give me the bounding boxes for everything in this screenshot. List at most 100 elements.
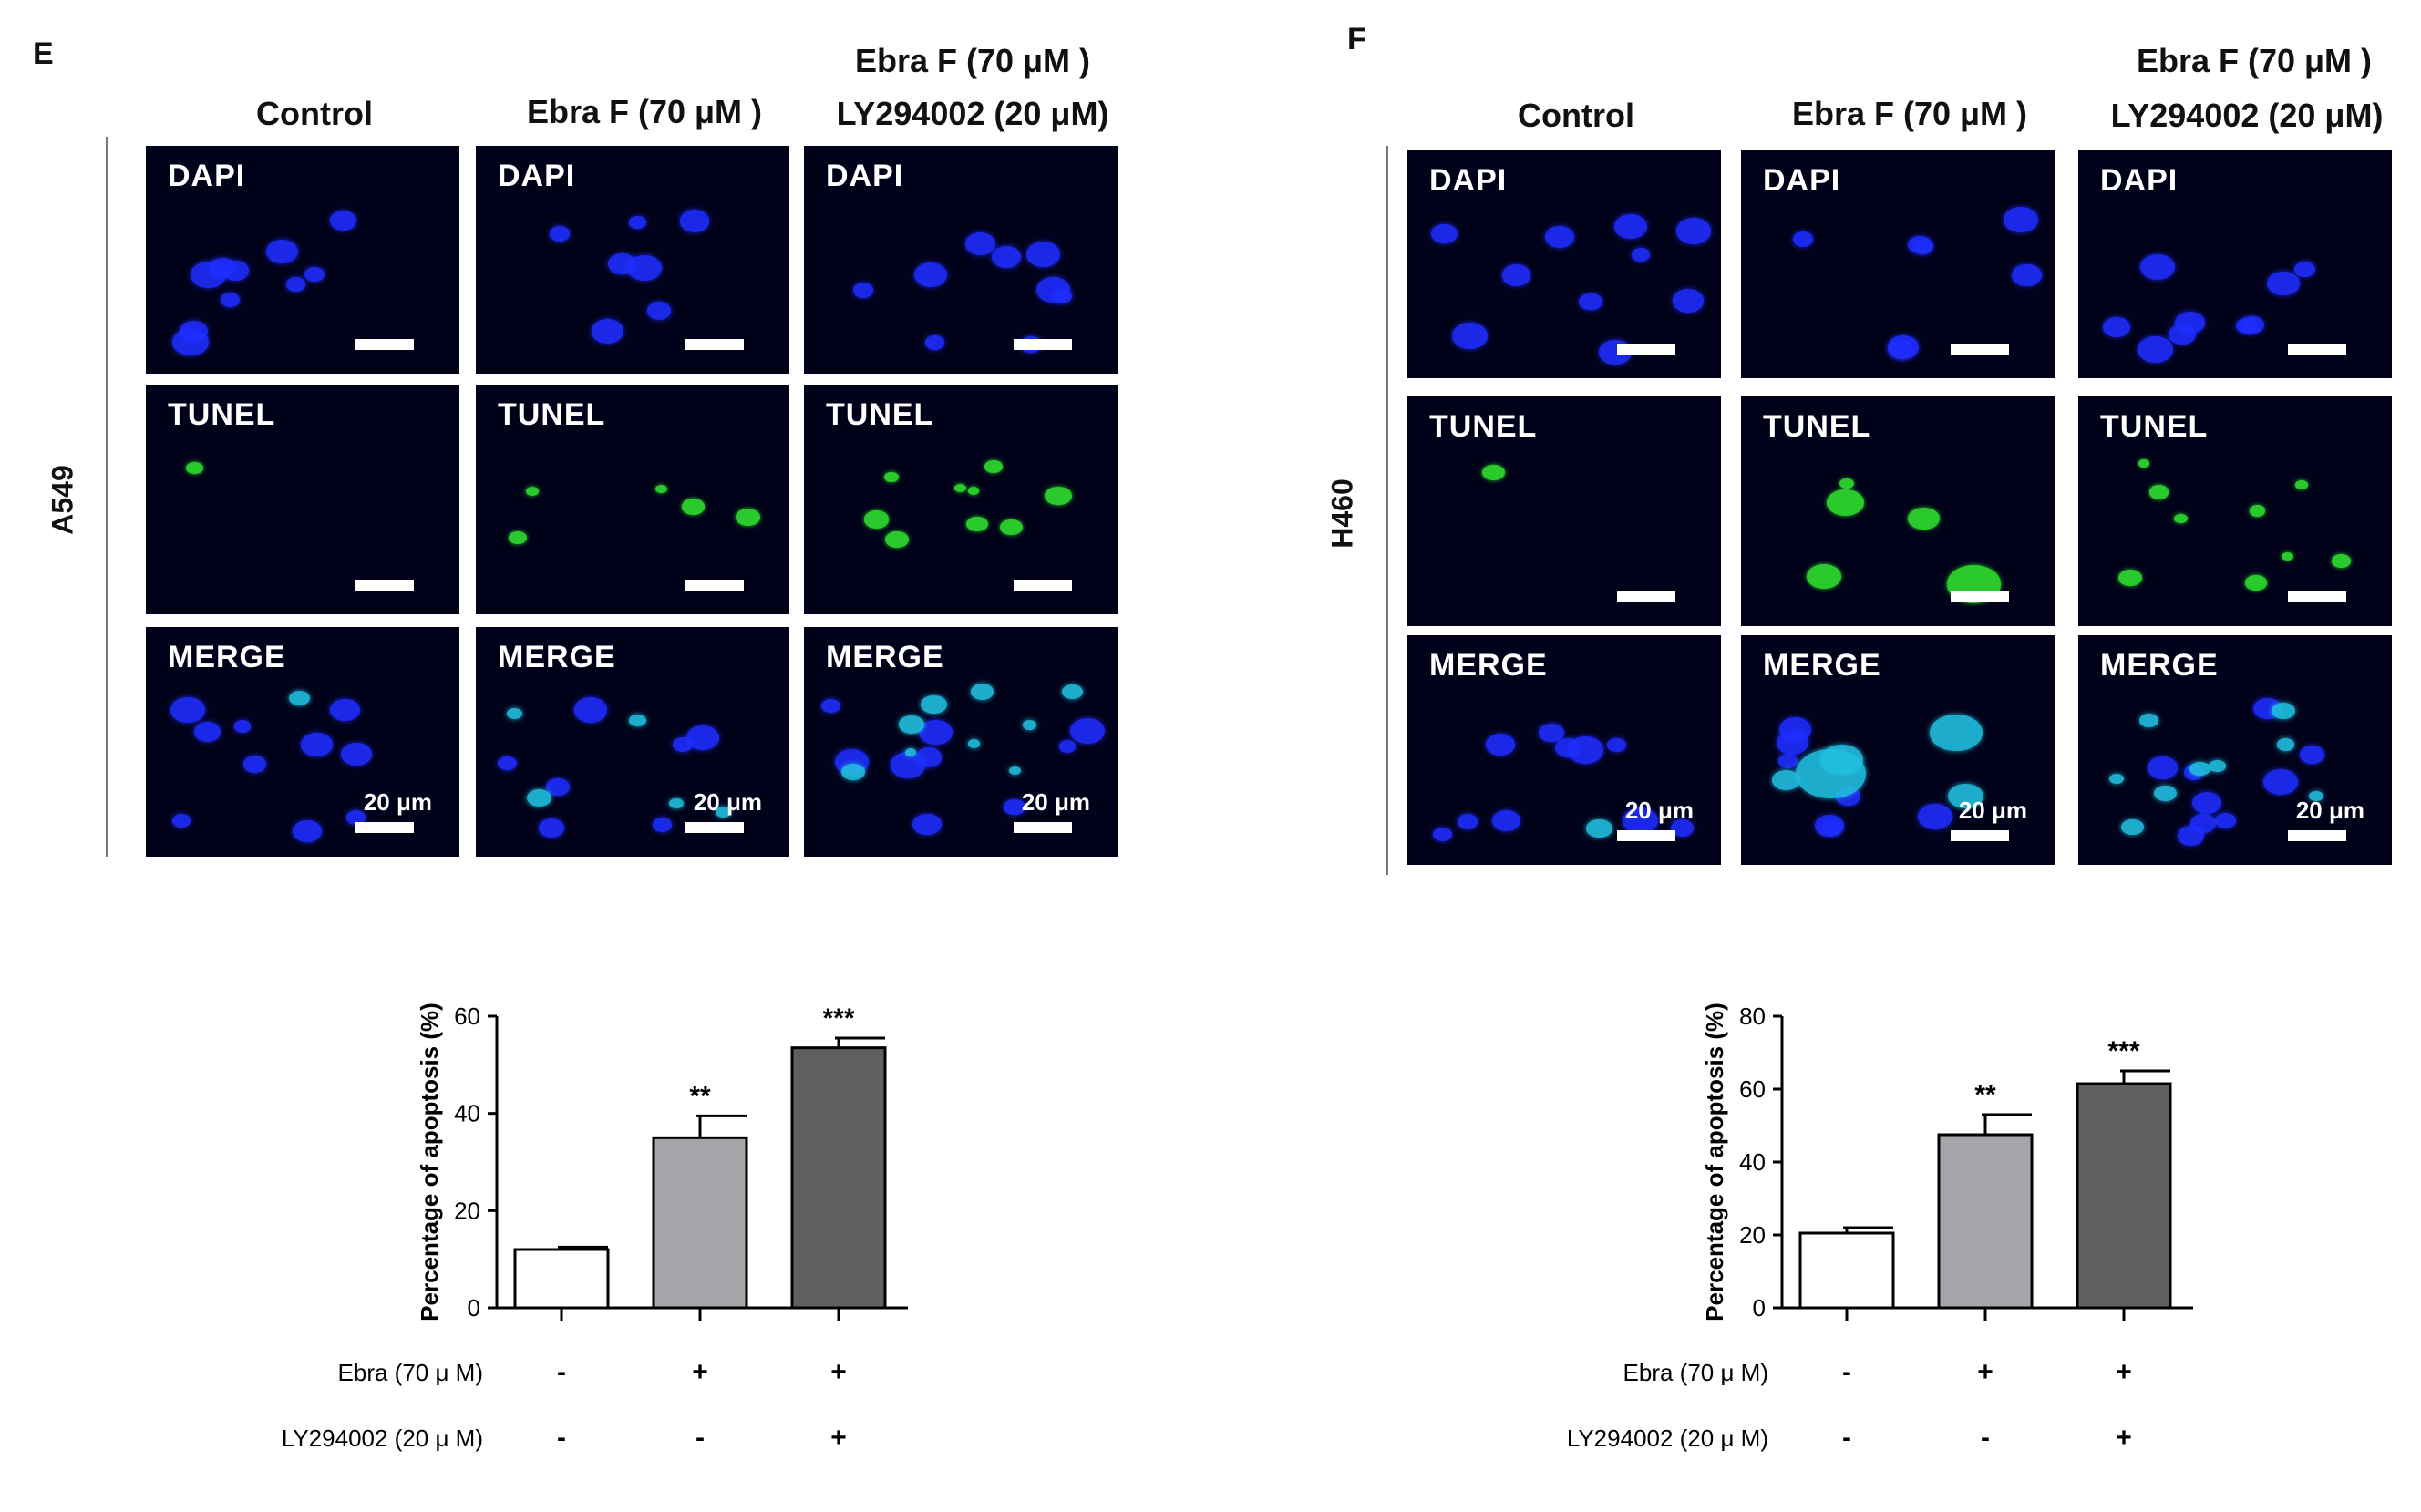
nucleus xyxy=(286,277,305,292)
nucleus xyxy=(304,267,325,283)
nucleus xyxy=(1431,223,1458,243)
nucleus xyxy=(2215,812,2237,828)
micrograph-dapi-3: DAPI xyxy=(2078,150,2392,378)
nucleus xyxy=(1544,225,1575,249)
nucleus xyxy=(898,715,925,734)
micrograph-channel-label: MERGE xyxy=(168,640,286,674)
col-head-e-3-line2: LY294002 (20 μM) xyxy=(836,95,1109,132)
micrograph-merge-2: MERGE 20 μm xyxy=(1741,635,2055,865)
nucleus xyxy=(265,239,298,264)
nucleus xyxy=(574,697,608,723)
micrograph-tunel-2: TUNEL xyxy=(1741,396,2055,626)
nucleus xyxy=(884,530,909,548)
col-head-f-3-line1: Ebra F (70 μM ) xyxy=(2136,42,2373,79)
nucleus xyxy=(967,739,981,748)
nucleus xyxy=(1826,489,1865,516)
micrograph-merge-2: MERGE 20 μm xyxy=(476,627,789,857)
panel-letter-e: E xyxy=(33,36,54,71)
nucleus xyxy=(538,818,564,838)
micrograph-channel-label: DAPI xyxy=(2100,163,2179,198)
nucleus xyxy=(2300,746,2324,765)
col-head-e-2: Ebra F (70 μM ) xyxy=(526,93,763,130)
scale-bar xyxy=(1014,339,1072,350)
col-head-f-3-line2: LY294002 (20 μM) xyxy=(2110,97,2384,134)
nucleus xyxy=(172,814,191,828)
nucleus xyxy=(921,695,948,715)
y-tick-label: 0 xyxy=(468,1294,480,1322)
bar xyxy=(652,1136,748,1310)
nucleus xyxy=(821,698,840,714)
nucleus xyxy=(329,211,356,231)
treatment-mark: + xyxy=(2116,1423,2132,1453)
nucleus xyxy=(629,216,646,229)
nucleus xyxy=(1771,770,1801,791)
significance-mark: *** xyxy=(2107,1036,2139,1066)
nucleus xyxy=(2272,703,2296,720)
y-axis-label: Percentage of apoptosis (%) xyxy=(416,1003,443,1322)
micrograph-channel-label: TUNEL xyxy=(2100,409,2209,444)
significance-mark: *** xyxy=(822,1003,854,1034)
nucleus xyxy=(1907,507,1941,530)
nucleus xyxy=(509,531,527,545)
scale-bar-label: 20 μm xyxy=(363,788,432,816)
nucleus xyxy=(2154,785,2177,802)
nucleus xyxy=(1501,264,1531,286)
micrograph-channel-label: DAPI xyxy=(168,159,246,193)
nucleus xyxy=(883,471,900,483)
cell-line-label-h460: H460 xyxy=(1325,478,1359,549)
nucleus xyxy=(912,813,942,836)
treatment-label: Ebra (70 μ M) xyxy=(1623,1359,1768,1386)
nucleus xyxy=(919,719,953,746)
treatment-mark: - xyxy=(1842,1357,1851,1387)
nucleus xyxy=(220,292,241,307)
nucleus xyxy=(954,483,967,492)
micrograph-dapi-2: DAPI xyxy=(476,146,789,374)
nucleus xyxy=(1482,464,1505,481)
micrograph-tunel-1: TUNEL xyxy=(146,385,459,614)
nucleus xyxy=(2140,253,2175,280)
y-tick-label: 60 xyxy=(1739,1075,1766,1103)
bar xyxy=(790,1046,887,1310)
nucleus xyxy=(1930,714,1983,751)
scale-bar xyxy=(1014,580,1072,591)
nucleus xyxy=(2148,756,2178,779)
scale-bar xyxy=(685,580,744,591)
nucleus xyxy=(1815,814,1845,837)
scale-bar xyxy=(1617,830,1675,841)
y-tick-label: 20 xyxy=(454,1197,480,1224)
nucleus xyxy=(185,461,203,475)
micrograph-tunel-2: TUNEL xyxy=(476,385,789,614)
nucleus xyxy=(1492,810,1520,832)
micrograph-merge-3: MERGE 20 μm xyxy=(804,627,1118,857)
treatment-label: LY294002 (20 μ M) xyxy=(1567,1425,1768,1452)
scale-bar-label: 20 μm xyxy=(2295,797,2364,824)
scale-bar xyxy=(1951,591,2009,602)
micrograph-channel-label: MERGE xyxy=(2100,648,2219,683)
scale-bar xyxy=(1951,344,2009,355)
nucleus xyxy=(2332,554,2351,568)
nucleus xyxy=(864,510,890,529)
y-tick-label: 40 xyxy=(1739,1148,1766,1176)
significance-mark: ** xyxy=(689,1081,711,1111)
nucleus xyxy=(1613,214,1648,240)
micrograph-channel-label: DAPI xyxy=(1429,163,1508,198)
treatment-mark: + xyxy=(1977,1357,1993,1387)
nucleus xyxy=(194,721,221,742)
scale-bar xyxy=(685,822,744,833)
nucleus xyxy=(2192,792,2222,815)
nucleus xyxy=(549,226,571,242)
scale-bar xyxy=(2288,344,2346,355)
nucleus xyxy=(992,246,1022,269)
nucleus xyxy=(2241,315,2265,334)
nucleus xyxy=(345,810,366,825)
nucleus xyxy=(1044,486,1072,506)
nucleus xyxy=(1069,717,1105,744)
nucleus xyxy=(1008,766,1021,776)
nucleus xyxy=(526,788,552,807)
nucleus xyxy=(330,698,360,721)
nucleus xyxy=(904,748,916,756)
micrograph-channel-label: MERGE xyxy=(1429,648,1548,683)
treatment-mark: - xyxy=(695,1423,705,1453)
